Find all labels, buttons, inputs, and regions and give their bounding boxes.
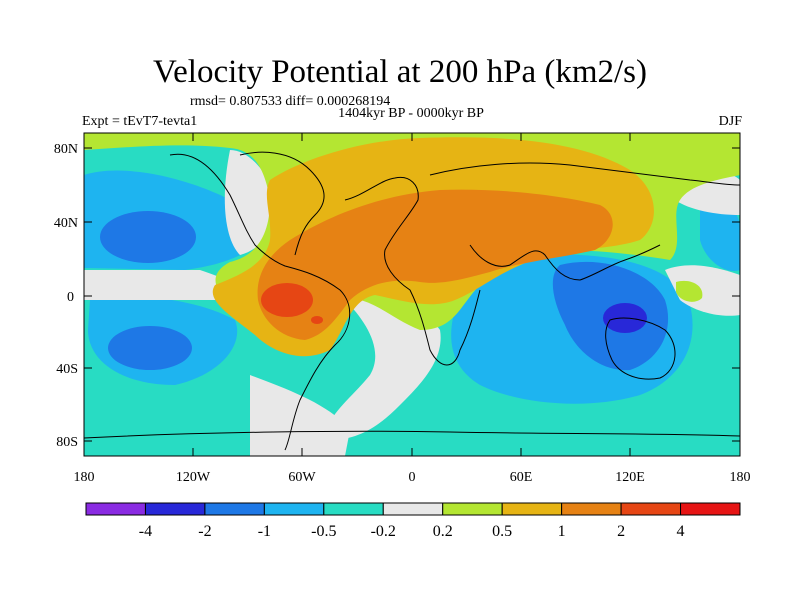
lon-label-180w: 180 <box>74 470 95 485</box>
colorbar-label: 2 <box>617 523 625 540</box>
colorbar-label: 1 <box>558 523 566 540</box>
south-pacific-min <box>108 326 192 370</box>
lat-label-40s: 40S <box>56 362 78 377</box>
lon-label-0: 0 <box>409 470 416 485</box>
colorbar-swatch <box>323 502 384 516</box>
colorbar-label: -4 <box>139 523 152 540</box>
colorbar: -4 -2 -1 -0.5 -0.2 0.2 0.5 1 2 4 <box>85 502 741 540</box>
lon-label-60e: 60E <box>510 470 533 485</box>
stats-line: rmsd= 0.807533 diff= 0.000268194 <box>190 94 391 109</box>
south-atlantic-neutral-west <box>250 375 350 456</box>
eurasia-north-coast <box>429 162 740 186</box>
south-america-max-small <box>311 316 323 324</box>
colorbar-label: 4 <box>677 523 685 540</box>
colorbar-swatch <box>204 502 265 516</box>
colorbar-swatch <box>501 502 563 516</box>
positive-low-patch <box>676 280 703 302</box>
equatorial-pacific-neutral <box>84 270 255 300</box>
south-atlantic-neutral <box>328 296 441 440</box>
period-label: 1404kyr BP - 0000kyr BP <box>338 106 484 121</box>
colorbar-label: 0.5 <box>492 523 512 540</box>
colorbar-label: -0.2 <box>371 523 396 540</box>
colorbar-label: -2 <box>198 523 211 540</box>
north-america-east-coast <box>239 151 325 256</box>
south-america-max <box>261 283 313 317</box>
americas-coast-west <box>169 153 351 451</box>
map-title: Velocity Potential at 200 hPa (km2/s) <box>152 54 648 90</box>
west-pacific-neutral <box>665 265 740 316</box>
colorbar-swatch <box>561 502 622 516</box>
australia-coast <box>605 317 676 380</box>
colorbar-swatch <box>85 502 146 516</box>
east-edge-negative <box>700 205 740 271</box>
lon-label-120e: 120E <box>615 470 645 485</box>
colorbar-swatch <box>382 502 444 516</box>
south-asia-coast <box>469 244 661 281</box>
lat-label-80s: 80S <box>56 435 78 450</box>
lon-label-60w: 60W <box>288 470 316 485</box>
colorbar-swatch <box>680 502 741 516</box>
colorbar-swatch <box>263 502 325 516</box>
colorbar-label: 0.2 <box>433 523 453 540</box>
coastlines <box>84 151 740 451</box>
colorbar-swatch <box>620 502 682 516</box>
lon-label-180e: 180 <box>730 470 751 485</box>
antarctica-coast <box>84 430 740 439</box>
season-label: DJF <box>718 114 742 129</box>
lon-ticks <box>192 133 631 456</box>
north-pacific-min <box>100 211 196 263</box>
colorbar-label: -1 <box>258 523 271 540</box>
lat-label-80n: 80N <box>54 142 78 157</box>
lat-label-0: 0 <box>67 290 74 305</box>
experiment-label: Expt = tEvT7-tevta1 <box>82 114 198 129</box>
colorbar-swatch <box>442 502 503 516</box>
colorbar-swatch <box>144 502 206 516</box>
north-america-neutral <box>224 150 276 255</box>
lon-label-120w: 120W <box>176 470 211 485</box>
europe-africa-coast <box>344 176 481 366</box>
colorbar-label: -0.5 <box>311 523 336 540</box>
positive-high <box>257 189 613 340</box>
lat-ticks <box>84 147 740 442</box>
lat-label-40n: 40N <box>54 216 78 231</box>
